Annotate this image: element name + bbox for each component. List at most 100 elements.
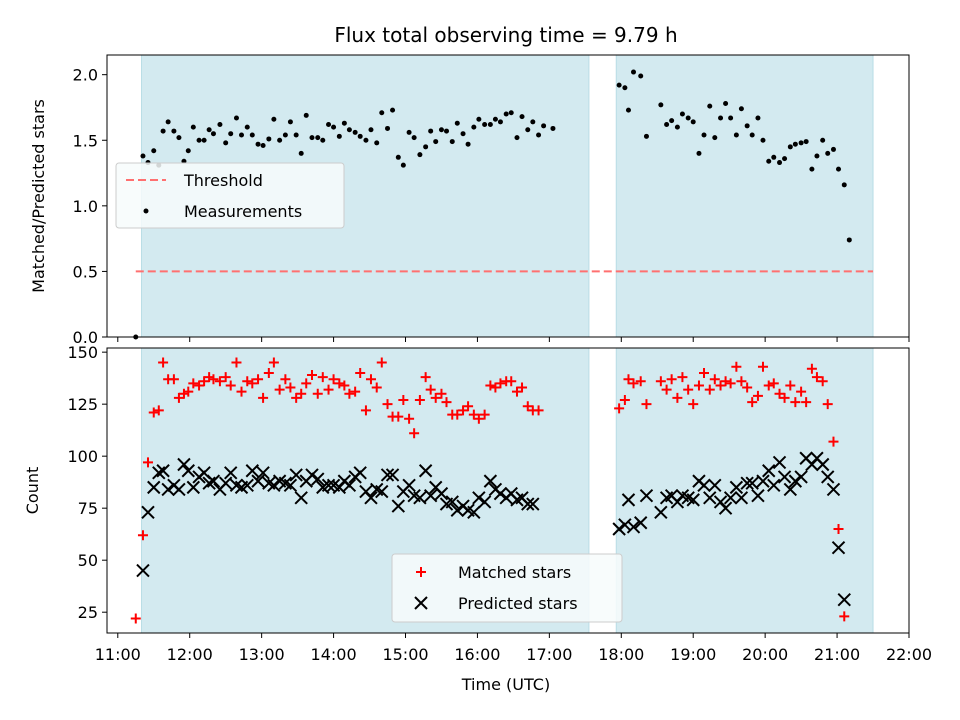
measurement-point	[766, 158, 772, 164]
matched-stars-point	[522, 401, 533, 412]
predicted-stars-point	[493, 486, 508, 501]
matched-stars-point	[506, 376, 517, 387]
measurement-point	[787, 144, 793, 150]
matched-stars-point	[490, 382, 501, 393]
matched-stars-point	[173, 392, 184, 403]
matched-stars-point	[704, 384, 715, 395]
predicted-stars-point	[734, 491, 749, 505]
x-tick-label: 20:00	[742, 645, 788, 664]
x-tick-label: 19:00	[670, 645, 716, 664]
matched-stars-point	[779, 392, 790, 403]
predicted-stars-point	[305, 468, 319, 482]
measurement-point	[303, 112, 309, 118]
matched-stars-point	[355, 367, 366, 378]
measurement-point	[712, 135, 718, 141]
matched-stars-point	[511, 386, 522, 397]
matched-stars-point	[220, 372, 231, 383]
measurement-point	[255, 141, 261, 147]
measurement-point	[438, 127, 444, 133]
measurement-point	[406, 129, 412, 135]
counts-y-ticks: 25 50 75 100 125 150	[67, 343, 107, 622]
matched-stars-point	[420, 372, 431, 383]
chart-title: Flux total observing time = 9.79 h	[334, 23, 677, 47]
y-tick-label: 1.5	[73, 131, 98, 150]
measurement-point	[701, 132, 707, 138]
predicted-stars-point	[141, 505, 155, 520]
counts-panel: 25 50 75 100 125 150 11:00 12:00 13:00 14:00 15:0…	[23, 343, 932, 694]
measurement-point	[385, 125, 391, 131]
measurement-point	[622, 85, 628, 91]
measurement-point	[176, 135, 182, 141]
measurement-point	[814, 153, 820, 159]
matched-stars-point	[473, 413, 484, 424]
measurement-point	[497, 119, 503, 125]
measurement-point	[664, 122, 670, 128]
measurement-point	[744, 123, 750, 129]
measurement-point	[465, 141, 471, 147]
y-tick-label: 2.0	[73, 66, 98, 85]
measurement-point	[631, 69, 637, 75]
matched-stars-point	[747, 397, 758, 408]
measurement-point	[820, 137, 826, 143]
x-tick-label: 22:00	[886, 645, 932, 664]
measurement-point	[449, 139, 455, 145]
matched-stars-point	[236, 386, 247, 397]
predicted-stars-point	[756, 474, 770, 488]
measurement-point	[433, 139, 439, 145]
matched-stars-legend-swatch	[416, 567, 426, 577]
measurement-point	[541, 123, 547, 129]
measurement-point	[260, 143, 266, 149]
measurement-point	[514, 135, 520, 141]
measurement-point	[487, 122, 493, 128]
measurement-point	[454, 120, 460, 126]
matched-stars-point	[158, 357, 169, 368]
measurement-point	[771, 154, 777, 160]
measurement-point	[352, 129, 358, 135]
matched-stars-point	[485, 380, 496, 391]
matched-stars-point	[382, 399, 393, 410]
matched-stars-legend-label: Matched stars	[458, 563, 571, 582]
matched-stars-point	[672, 392, 683, 403]
predicted-stars-point	[821, 470, 835, 484]
matched-stars-point	[291, 392, 302, 403]
observing-windows	[141, 54, 874, 338]
matched-stars-point	[280, 374, 291, 385]
measurement-point	[525, 127, 531, 133]
predicted-stars-point	[321, 478, 336, 493]
measurement-point	[643, 133, 649, 139]
matched-stars-point	[479, 409, 490, 420]
measurement-point	[777, 160, 783, 166]
matched-stars-point	[130, 613, 141, 624]
matched-stars-point	[253, 374, 264, 385]
predicted-stars-point	[697, 478, 711, 493]
matched-stars-point	[148, 407, 159, 418]
measurement-point	[228, 131, 234, 137]
measurement-point	[830, 146, 836, 152]
y-tick-label: 125	[67, 395, 98, 414]
matched-stars-point	[214, 376, 225, 387]
measurement-point	[658, 102, 664, 108]
matched-stars-point	[715, 380, 726, 391]
measurement-point	[185, 148, 191, 154]
matched-stars-point	[736, 376, 747, 387]
matched-stars-point	[258, 392, 269, 403]
matched-stars-point	[247, 378, 258, 389]
measurement-point	[723, 101, 729, 107]
measurement-point	[379, 110, 385, 116]
x-tick-label: 16:00	[454, 645, 500, 664]
predicted-stars-point	[837, 593, 851, 607]
predicted-stars-point	[177, 457, 191, 472]
measurement-point	[341, 120, 347, 126]
threshold-legend-label: Threshold	[183, 171, 263, 190]
matched-stars-point	[137, 530, 148, 541]
predicted-stars-point	[618, 518, 632, 532]
predicted-stars-point	[831, 541, 846, 555]
y-tick-label: 1.0	[73, 197, 98, 216]
y-tick-label: 150	[67, 343, 98, 362]
predicted-stars-point	[467, 505, 481, 520]
x-tick-label: 11:00	[95, 645, 141, 664]
measurement-point	[738, 106, 744, 112]
matched-stars-point	[404, 413, 415, 424]
x-tick-label: 12:00	[167, 645, 213, 664]
measurement-point	[690, 119, 696, 125]
